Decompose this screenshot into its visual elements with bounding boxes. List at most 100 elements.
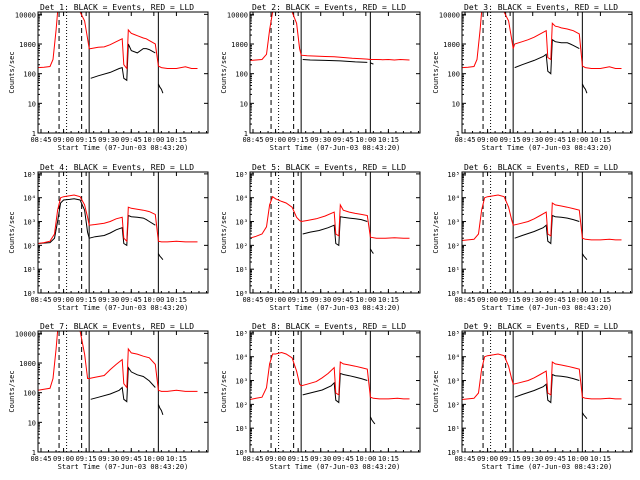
data-series [38,12,198,94]
x-tick-label: 09:15 [500,136,521,144]
y-tick-label: 10¹ [23,266,36,274]
y-tick-label: 1000 [19,41,36,49]
events-series-line [90,366,156,403]
x-tick-label: 10:15 [590,296,611,304]
y-tick-label: 10⁵ [447,330,460,338]
x-tick-label: 10:00 [143,136,164,144]
x-tick-label: 09:15 [288,296,309,304]
y-tick-label: 10⁰ [447,449,460,457]
data-series [462,12,622,94]
plot-frame [461,330,633,453]
x-tick-label: 10:00 [355,455,376,463]
events-series-line [302,216,368,247]
y-tick-label: 10⁰ [235,449,248,457]
x-tick-label: 10:00 [355,296,376,304]
y-tick-label: 10¹ [235,266,248,274]
y-tick-label: 1 [32,130,36,138]
y-tick-label: 10⁴ [235,195,248,203]
data-series [38,194,198,261]
events-tail-line [369,416,376,425]
events-series-line [38,198,156,247]
x-tick-label: 09:00 [477,136,498,144]
x-tick-label: 09:15 [76,136,97,144]
events-tail-line [369,248,374,254]
events-tail-line [157,83,164,94]
x-tick-label: 08:45 [242,296,263,304]
y-tick-label: 10⁵ [235,171,248,179]
x-tick-label: 09:30 [522,296,543,304]
y-tick-label: 10 [452,100,460,108]
marker-lines [270,172,371,293]
lld-series-line [38,331,198,392]
lld-series-line [250,351,410,400]
x-tick-label: 10:00 [355,136,376,144]
events-tail-line [581,253,588,261]
x-tick-label: 09:15 [76,296,97,304]
x-tick-label: 09:45 [333,136,354,144]
x-axis-label: Start Time (07-Jun-03 08:43:20) [482,144,613,152]
x-axis-label: Start Time (07-Jun-03 08:43:20) [58,463,189,471]
x-tick-label: 09:00 [265,455,286,463]
y-tick-label: 10⁵ [23,171,36,179]
y-tick-label: 10³ [23,219,36,227]
x-tick-label: 10:00 [143,296,164,304]
x-tick-label: 08:45 [30,136,51,144]
panel-title: Det 2: BLACK = Events, RED = LLD [252,3,406,12]
x-tick-label: 09:15 [500,296,521,304]
y-axis-label: Counts/sec [8,211,16,253]
y-tick-label: 10 [28,419,36,427]
x-tick-label: 08:45 [454,136,475,144]
x-tick-label: 09:00 [265,136,286,144]
events-series-line [90,43,156,82]
lld-series-line [250,195,410,239]
x-axis-label: Start Time (07-Jun-03 08:43:20) [270,463,401,471]
y-axis-label: Counts/sec [8,370,16,412]
y-tick-label: 1000 [231,41,248,49]
lld-series-line [462,12,622,69]
x-axis-label: Start Time (07-Jun-03 08:43:20) [270,144,401,152]
data-series [462,353,622,420]
x-tick-label: 09:15 [288,136,309,144]
y-axis-label: Counts/sec [432,51,440,93]
x-tick-label: 10:15 [378,296,399,304]
x-tick-label: 09:30 [310,296,331,304]
x-tick-label: 09:45 [545,296,566,304]
x-tick-label: 10:15 [590,136,611,144]
y-tick-label: 100 [23,390,36,398]
y-axis-label: Counts/sec [220,370,228,412]
marker-lines [482,12,583,133]
panel-title: Det 3: BLACK = Events, RED = LLD [464,3,618,12]
lld-series-line [462,194,622,241]
x-tick-label: 10:00 [567,455,588,463]
events-series-line [514,38,580,75]
plot-frame [249,171,421,294]
x-tick-label: 10:00 [143,455,164,463]
y-tick-label: 10³ [235,219,248,227]
x-axis-label: Start Time (07-Jun-03 08:43:20) [482,304,613,312]
plot-frame [249,11,421,134]
x-tick-label: 09:30 [98,136,119,144]
y-tick-label: 1000 [443,41,460,49]
panel-title: Det 5: BLACK = Events, RED = LLD [252,163,406,172]
x-tick-label: 08:45 [454,296,475,304]
marker-lines [270,331,371,452]
marker-lines [58,172,159,293]
x-tick-label: 09:30 [98,455,119,463]
x-tick-label: 08:45 [30,296,51,304]
y-tick-label: 10¹ [447,266,460,274]
marker-lines [482,331,583,452]
y-axis-label: Counts/sec [432,370,440,412]
x-tick-label: 10:00 [567,136,588,144]
events-series-line [514,373,580,404]
x-tick-label: 09:30 [310,136,331,144]
y-tick-label: 10² [235,401,248,409]
data-series [38,331,198,415]
y-tick-label: 10⁴ [447,354,460,362]
panel-title: Det 4: BLACK = Events, RED = LLD [40,163,194,172]
y-tick-label: 100 [23,71,36,79]
x-tick-label: 10:15 [378,136,399,144]
